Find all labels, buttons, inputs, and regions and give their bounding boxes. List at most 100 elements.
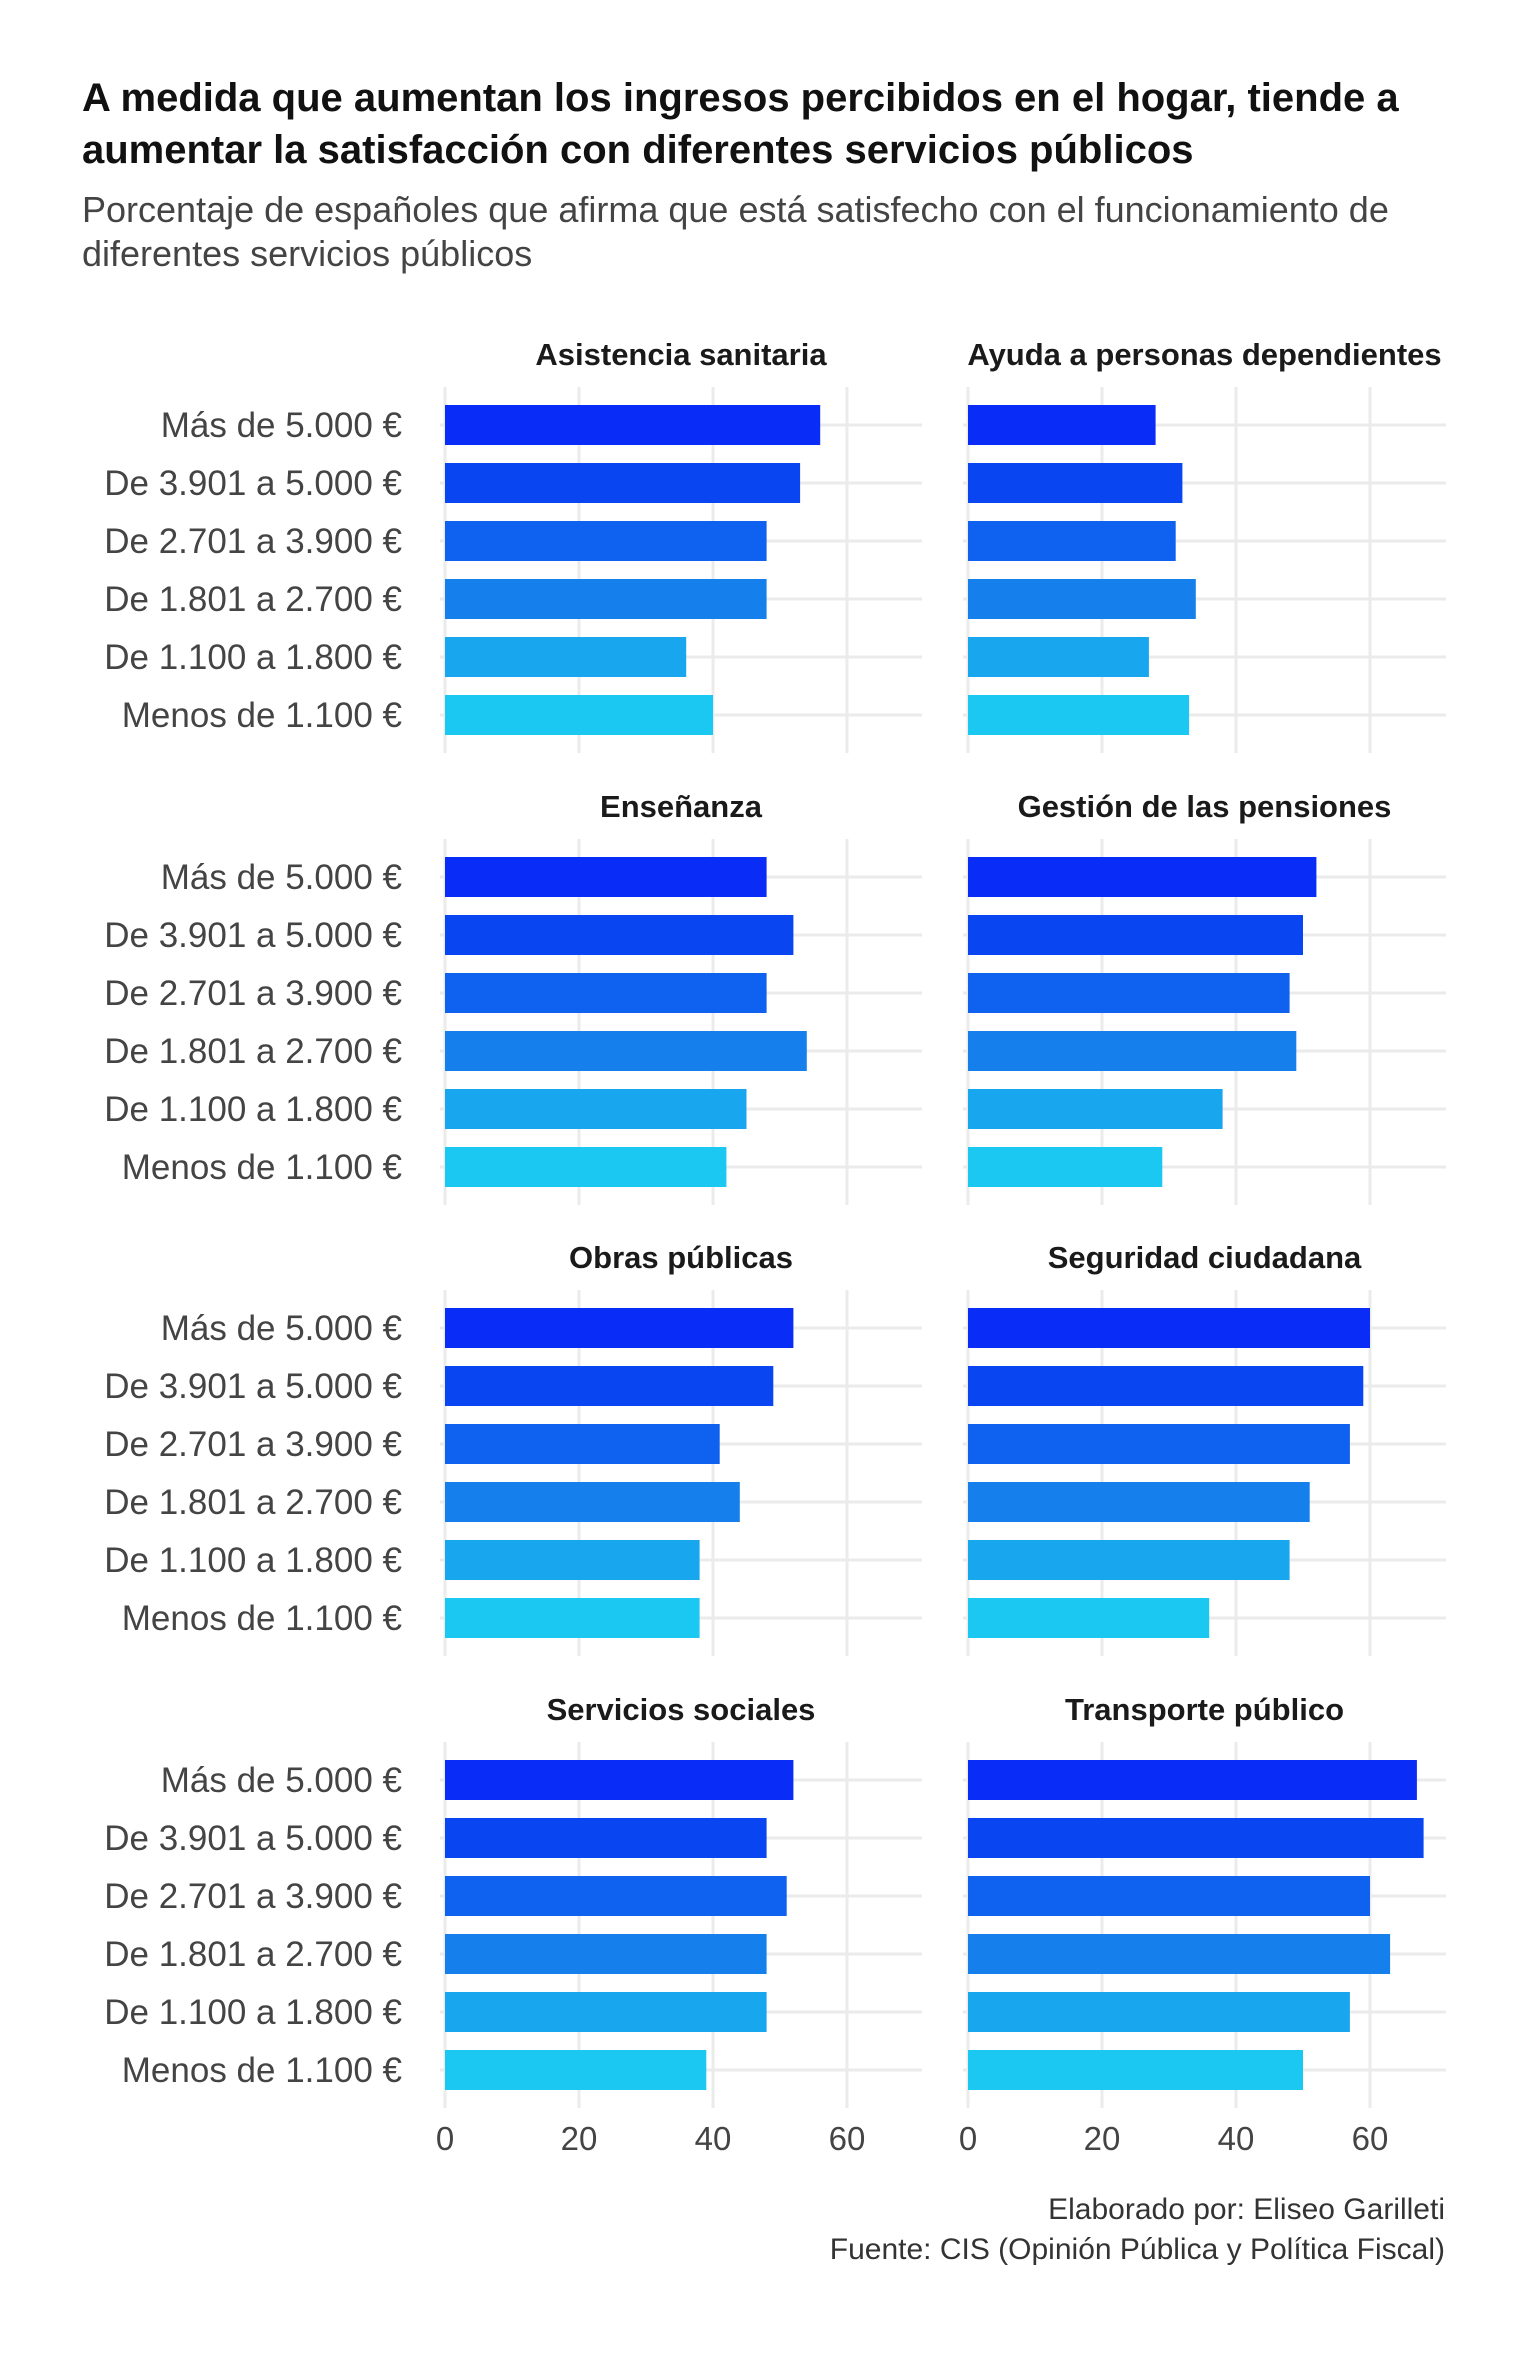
caption: Elaborado por: Eliseo Garilleti Fuente: … <box>830 2190 1445 2270</box>
x-tick-label: 20 <box>561 2120 598 2157</box>
category-label: De 1.801 a 2.700 € <box>104 1032 402 1071</box>
chart-title: A medida que aumentan los ingresos perci… <box>82 76 1399 172</box>
caption-author: Elaborado por: Eliseo Garilleti <box>1048 2193 1445 2226</box>
panel-title: Ayuda a personas dependientes <box>967 337 1441 372</box>
chart-subtitle: Porcentaje de españoles que afirma que e… <box>82 189 1389 274</box>
panel-title: Transporte público <box>1065 1692 1344 1727</box>
bar <box>968 1876 1370 1916</box>
category-label: De 1.801 a 2.700 € <box>104 1483 402 1522</box>
x-tick-label: 0 <box>436 2120 454 2157</box>
category-label: Menos de 1.100 € <box>122 1148 402 1187</box>
bar <box>968 695 1190 735</box>
bar <box>968 1147 1163 1187</box>
bar <box>968 1934 1391 1974</box>
x-tick-label: 60 <box>1352 2120 1389 2157</box>
bar <box>968 463 1183 503</box>
category-label: De 3.901 a 5.000 € <box>104 464 402 503</box>
category-label: De 1.100 a 1.800 € <box>104 638 402 677</box>
panel-gestion-de-las-pensiones: Gestión de las pensiones <box>963 789 1446 1205</box>
panel-ayuda-a-personas-dependientes: Ayuda a personas dependientes <box>963 337 1446 753</box>
bar <box>968 1992 1350 2032</box>
bar <box>445 1424 720 1464</box>
bar <box>968 579 1196 619</box>
bar <box>445 857 767 897</box>
bar <box>968 915 1303 955</box>
bar <box>445 1540 700 1580</box>
category-label: Menos de 1.100 € <box>122 1599 402 1638</box>
category-label: De 2.701 a 3.900 € <box>104 1877 402 1916</box>
bar <box>445 579 767 619</box>
bar <box>968 1818 1424 1858</box>
category-label: De 2.701 a 3.900 € <box>104 522 402 561</box>
panel-title: Servicios sociales <box>547 1692 816 1727</box>
category-label: Menos de 1.100 € <box>122 696 402 735</box>
bar <box>445 521 767 561</box>
category-label: De 3.901 a 5.000 € <box>104 1367 402 1406</box>
bar <box>445 1992 767 2032</box>
bar <box>968 2050 1303 2090</box>
bar <box>445 1818 767 1858</box>
panel-servicios-sociales: Servicios sociales Más de 5.000 € De 3.901… <box>104 1692 922 2157</box>
panel-title: Enseñanza <box>600 789 763 824</box>
x-tick-label: 40 <box>695 2120 732 2157</box>
bar <box>445 1031 807 1071</box>
bar <box>445 973 767 1013</box>
bar <box>968 1089 1223 1129</box>
category-label: De 1.100 a 1.800 € <box>104 1090 402 1129</box>
category-label: De 1.100 a 1.800 € <box>104 1541 402 1580</box>
panel-title: Gestión de las pensiones <box>1018 789 1392 824</box>
bar <box>968 973 1290 1013</box>
bar <box>445 1934 767 1974</box>
bar <box>968 405 1156 445</box>
category-label: Más de 5.000 € <box>161 858 402 897</box>
bar <box>968 637 1149 677</box>
panel-obras-publicas: Obras públicas Más de 5.000 € De 3.901 a 5… <box>104 1240 922 1656</box>
bar <box>445 1876 787 1916</box>
category-label: Más de 5.000 € <box>161 1761 402 1800</box>
panel-ensenanza: Enseñanza Más de 5.000 € De 3.901 a 5.000 … <box>104 789 922 1205</box>
bar <box>445 637 687 677</box>
bar <box>968 857 1317 897</box>
bar <box>445 1760 794 1800</box>
panel-title: Asistencia sanitaria <box>535 337 827 372</box>
category-label: De 2.701 a 3.900 € <box>104 974 402 1013</box>
bar <box>968 1760 1417 1800</box>
category-label: De 3.901 a 5.000 € <box>104 916 402 955</box>
panel-seguridad-ciudadana: Seguridad ciudadana <box>963 1240 1446 1656</box>
category-label: De 1.100 a 1.800 € <box>104 1993 402 2032</box>
category-label: Más de 5.000 € <box>161 406 402 445</box>
bar <box>968 1540 1290 1580</box>
bar <box>968 1366 1364 1406</box>
x-tick-label: 40 <box>1218 2120 1255 2157</box>
category-label: Menos de 1.100 € <box>122 2051 402 2090</box>
x-tick-label: 0 <box>959 2120 977 2157</box>
panel-asistencia-sanitaria: Asistencia sanitaria Más de 5.000 € De 3.9… <box>104 337 922 753</box>
bar <box>445 1308 794 1348</box>
panel-title: Seguridad ciudadana <box>1048 1240 1362 1275</box>
category-label: De 1.801 a 2.700 € <box>104 580 402 619</box>
bar <box>968 521 1176 561</box>
category-label: Más de 5.000 € <box>161 1309 402 1348</box>
category-label: De 3.901 a 5.000 € <box>104 1819 402 1858</box>
bar <box>445 1482 740 1522</box>
x-tick-label: 60 <box>829 2120 866 2157</box>
bar <box>445 1089 747 1129</box>
category-label: De 1.801 a 2.700 € <box>104 1935 402 1974</box>
bar <box>968 1598 1210 1638</box>
bar <box>445 915 794 955</box>
bar <box>445 463 801 503</box>
bar <box>445 2050 707 2090</box>
category-label: De 2.701 a 3.900 € <box>104 1425 402 1464</box>
caption-source: Fuente: CIS (Opinión Pública y Política … <box>829 2233 1445 2266</box>
x-tick-label: 20 <box>1084 2120 1121 2157</box>
bar <box>445 405 821 445</box>
bar <box>968 1308 1370 1348</box>
bar <box>968 1482 1310 1522</box>
panel-transporte-publico: Transporte público 0 20 40 60 <box>959 1692 1446 2157</box>
bar <box>445 1147 727 1187</box>
bar <box>445 695 713 735</box>
bar <box>968 1424 1350 1464</box>
bar <box>445 1366 774 1406</box>
bar <box>968 1031 1297 1071</box>
